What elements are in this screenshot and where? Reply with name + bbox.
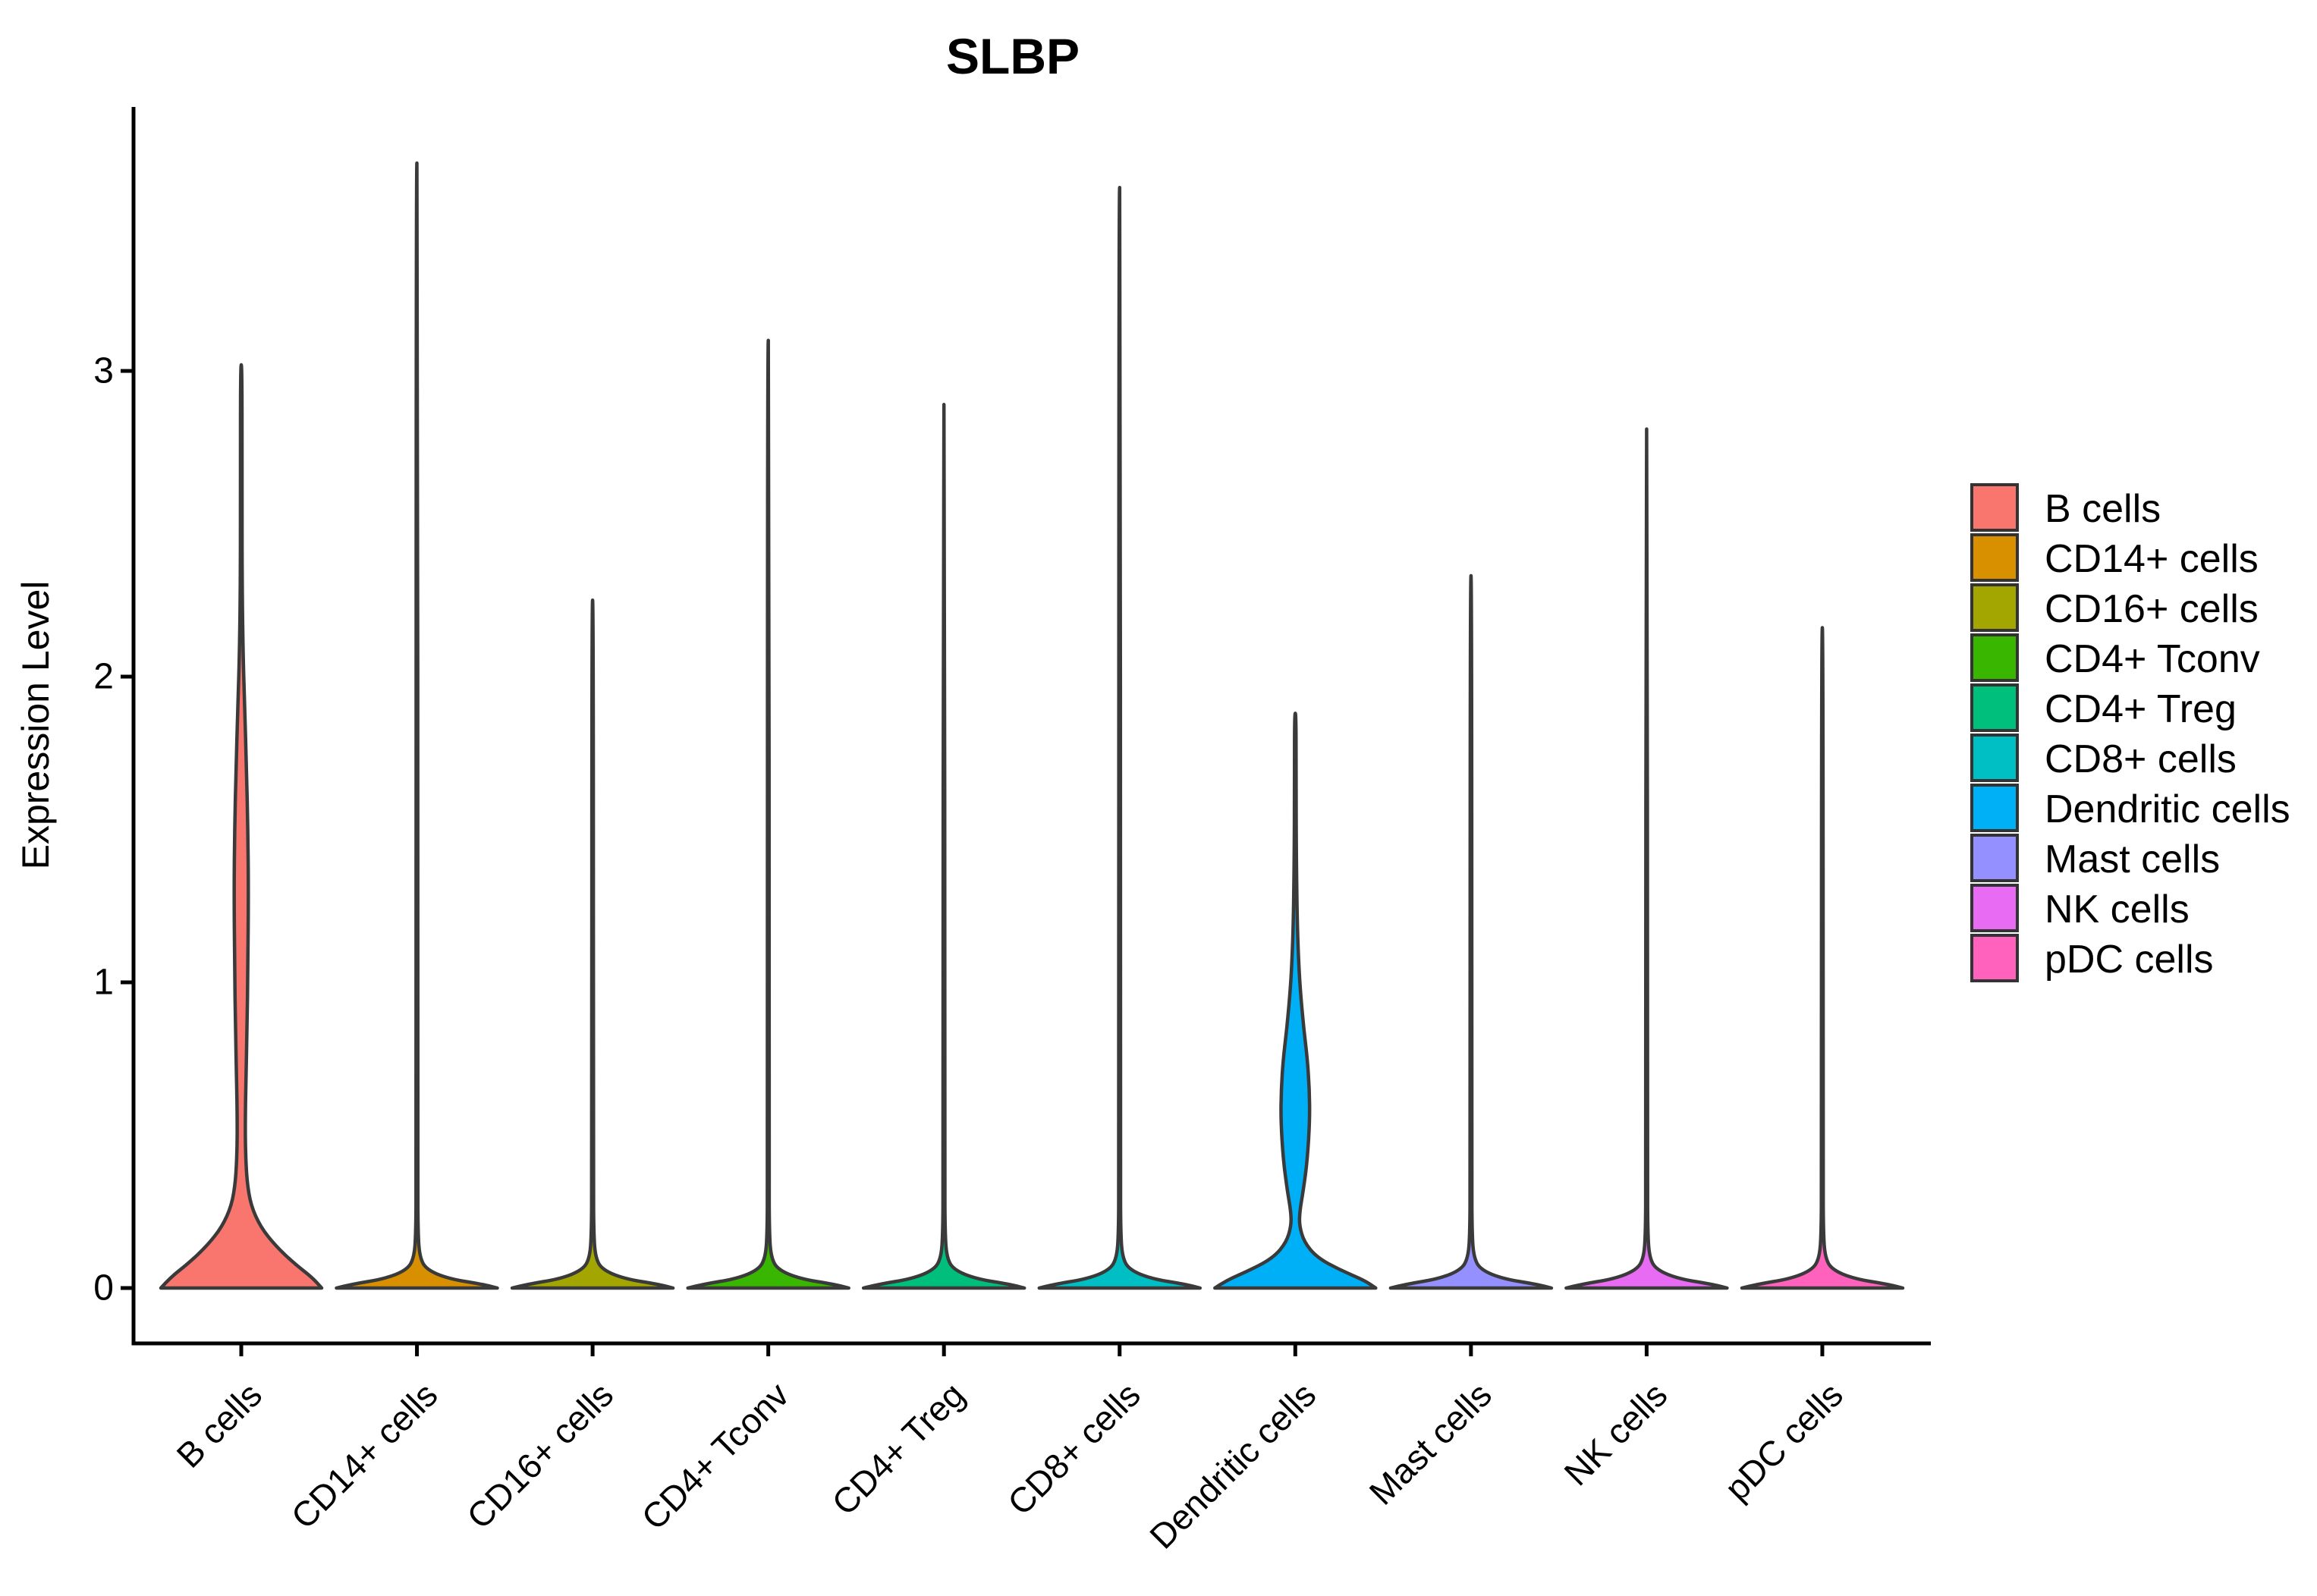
legend-label-b-cells: B cells <box>2045 487 2161 531</box>
legend-label-nk-cells: NK cells <box>2045 888 2190 932</box>
legend-label-mast-cells: Mast cells <box>2045 837 2220 881</box>
y-tick-label-3: 3 <box>93 351 114 391</box>
violin-cd4-treg <box>861 403 1026 1290</box>
legend-item-cd8-cells: CD8+ cells <box>1970 734 2237 782</box>
y-tick-label-0: 0 <box>93 1268 114 1309</box>
violin-cd8-cells <box>1037 185 1203 1290</box>
legend-swatch-mast-cells <box>1970 834 2019 882</box>
legend-swatch-dendritic-cells <box>1970 784 2019 832</box>
violin-pdc-cells <box>1740 626 1905 1290</box>
violin-cd16-cells <box>510 598 675 1290</box>
legend-swatch-cd14-cells <box>1970 533 2019 582</box>
legend-label-pdc-cells: pDC cells <box>2045 938 2214 982</box>
chart-title: SLBP <box>946 28 1080 84</box>
legend-item-cd14-cells: CD14+ cells <box>1970 533 2259 582</box>
violin-b-cells <box>159 363 324 1290</box>
legend-item-nk-cells: NK cells <box>1970 884 2190 932</box>
legend-item-mast-cells: Mast cells <box>1970 834 2220 882</box>
legend-swatch-cd16-cells <box>1970 583 2019 632</box>
violin-dendritic-cells <box>1213 712 1378 1290</box>
violin-mast-cells <box>1388 573 1554 1290</box>
legend-swatch-pdc-cells <box>1970 934 2019 982</box>
legend-item-cd4-tconv: CD4+ Tconv <box>1970 633 2260 682</box>
legend-swatch-cd8-cells <box>1970 734 2019 782</box>
legend-swatch-cd4-tconv <box>1970 633 2019 682</box>
legend-swatch-b-cells <box>1970 483 2019 532</box>
legend-item-cd16-cells: CD16+ cells <box>1970 583 2259 632</box>
violin-cd4-tconv <box>686 338 850 1290</box>
legend-item-pdc-cells: pDC cells <box>1970 934 2214 982</box>
violins-group <box>159 161 1905 1290</box>
y-tick-label-1: 1 <box>93 963 114 1003</box>
violin-cd14-cells <box>335 161 499 1290</box>
legend-label-cd14-cells: CD14+ cells <box>2045 537 2259 581</box>
legend-label-cd4-tconv: CD4+ Tconv <box>2045 637 2260 681</box>
legend-label-cd8-cells: CD8+ cells <box>2045 737 2237 781</box>
y-tick-label-2: 2 <box>93 657 114 697</box>
legend: B cells CD14+ cells CD16+ cells CD4+ Tconv C… <box>1970 483 2290 982</box>
legend-item-cd4-treg: CD4+ Treg <box>1970 683 2237 732</box>
y-axis-ticks: 0 1 2 3 <box>93 351 134 1309</box>
legend-label-dendritic-cells: Dendritic cells <box>2045 787 2290 831</box>
legend-item-dendritic-cells: Dendritic cells <box>1970 784 2290 832</box>
legend-item-b-cells: B cells <box>1970 483 2161 532</box>
y-axis-title: Expression Level <box>14 581 57 870</box>
legend-swatch-cd4-treg <box>1970 683 2019 732</box>
violin-nk-cells <box>1564 427 1729 1290</box>
legend-label-cd4-treg: CD4+ Treg <box>2045 687 2237 731</box>
legend-label-cd16-cells: CD16+ cells <box>2045 587 2259 631</box>
legend-swatch-nk-cells <box>1970 884 2019 932</box>
